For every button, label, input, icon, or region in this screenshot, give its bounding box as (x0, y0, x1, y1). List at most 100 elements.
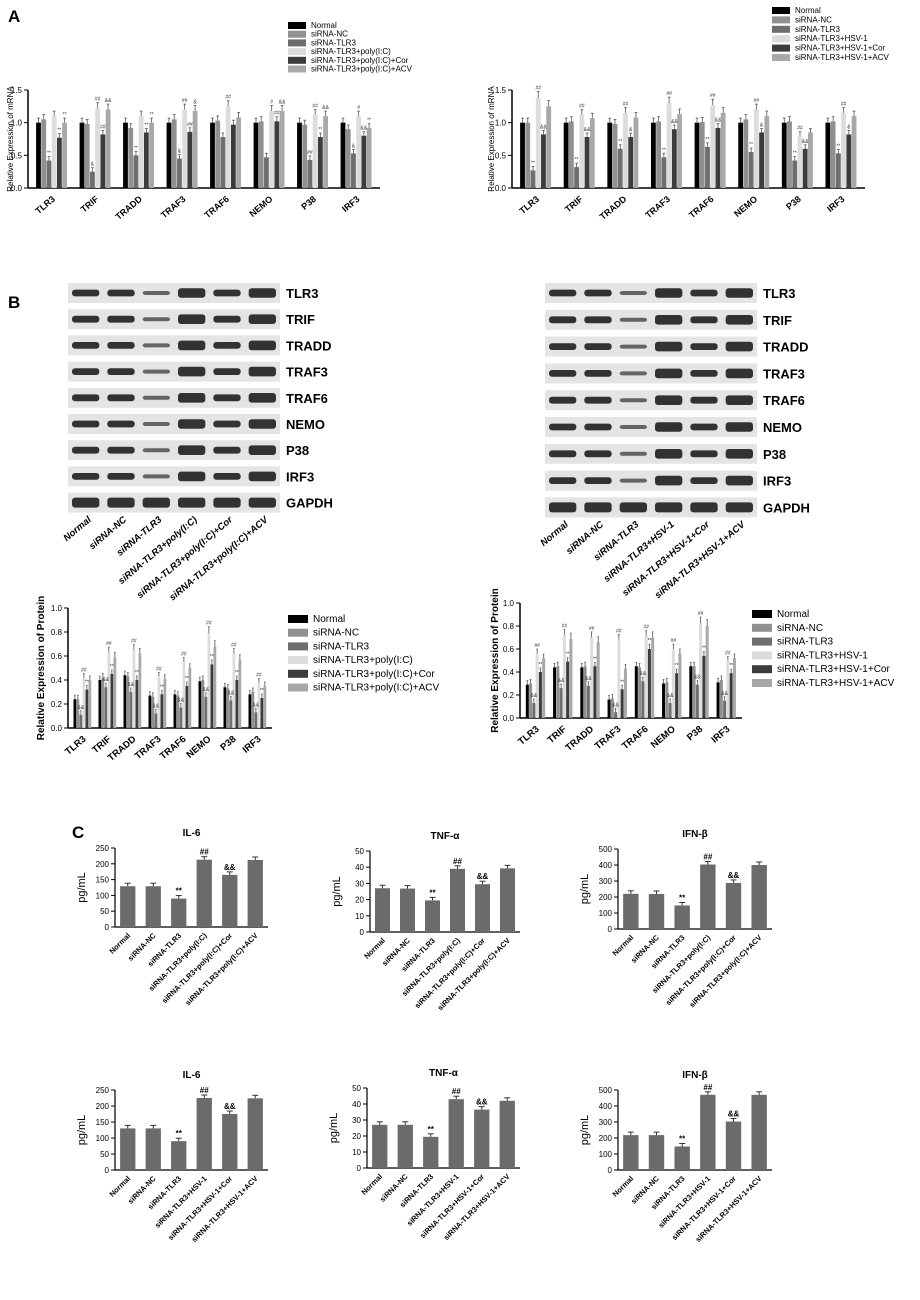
blot-strip-irf3 (68, 466, 280, 487)
blot-strip-irf3 (545, 470, 757, 491)
significance-mark: ## (200, 848, 209, 857)
significance-mark: ** (134, 145, 138, 151)
protein-label-trif: TRIF (286, 312, 315, 327)
y-tick-label: 0.0 (495, 184, 507, 193)
blot-band (584, 316, 612, 324)
blot-band (248, 445, 276, 455)
significance-mark: ** (235, 670, 239, 676)
y-axis-label: Relative Expression of Protein (490, 588, 501, 733)
significance-mark: ** (593, 656, 597, 662)
bar-nemo-series-5 (675, 673, 679, 718)
bar-tradd-series-2 (583, 666, 587, 718)
y-tick-label: 0 (105, 923, 110, 932)
legend-label: siRNA-TLR3+poly(I:C) (311, 47, 391, 56)
x-tick-label: TRADD (113, 194, 144, 222)
bar-trif-series-1 (563, 122, 569, 188)
lane-label: Normal (538, 519, 570, 549)
blot-band (619, 425, 647, 429)
blot-band (107, 394, 135, 402)
bar-traf3-series-1 (148, 695, 152, 728)
chart-c1_ifn: IFN-β0100200300400500pg/mLNormalsiRNA-NC… (579, 829, 772, 1009)
bar-p38-series-5 (317, 137, 323, 188)
significance-mark: & (178, 149, 182, 155)
x-tick-label: Normal (360, 1172, 385, 1197)
blot-band (690, 289, 718, 297)
significance-mark: ## (452, 1087, 461, 1096)
x-tick-label: TLR3 (516, 724, 541, 748)
significance-mark: && (802, 139, 809, 145)
significance-mark: ## (703, 1083, 712, 1092)
x-tick-label: NEMO (649, 724, 678, 751)
y-tick-label: 250 (96, 844, 110, 853)
bar-trif-series-6 (569, 638, 573, 718)
y-tick-label: 1.5 (11, 86, 23, 95)
blot-band (248, 366, 276, 377)
legend-swatch (772, 16, 790, 24)
bar-3 (674, 1146, 690, 1170)
legend-swatch (288, 656, 308, 665)
bar-traf3-series-1 (607, 699, 611, 718)
blot-band (584, 396, 612, 404)
significance-mark: ## (841, 102, 847, 108)
significance-mark: && (728, 871, 740, 880)
y-tick-label: 200 (599, 893, 613, 902)
significance-mark: ## (182, 98, 188, 104)
blot-band (584, 450, 612, 458)
bar-irf3-series-5 (729, 673, 733, 718)
significance-mark: && (128, 682, 135, 688)
significance-mark: && (361, 126, 368, 132)
bar-tlr3-series-3 (79, 714, 83, 728)
blot-strip-traf6 (545, 390, 757, 411)
panel-c-elisa-charts: IL-6050100150200250pg/mLNormalsiRNA-NC**… (76, 828, 772, 1244)
legend-label: siRNA-NC (777, 623, 823, 634)
significance-mark: ** (538, 662, 542, 668)
bar-traf3-series-5 (671, 129, 677, 188)
significance-mark: && (203, 687, 210, 693)
chart-title: TNF-α (429, 1068, 459, 1079)
significance-mark: ** (144, 122, 148, 128)
bar-traf6-series-1 (173, 694, 177, 728)
legend-swatch (288, 48, 306, 56)
bar-tradd-series-2 (128, 127, 134, 188)
legend-swatch (288, 615, 308, 623)
bar-traf6-series-5 (230, 124, 236, 188)
bar-p38-series-3 (695, 684, 699, 718)
y-tick-label: 0.8 (51, 628, 63, 637)
significance-mark: ** (429, 888, 436, 897)
bar-nemo-series-3 (668, 703, 672, 718)
bar-traf6-series-3 (705, 146, 710, 188)
western-blot-left: TLR3 TRIF TRADD TRAF3 TRAF6 NEMO P38 IRF3 GAPDH N… (61, 283, 333, 603)
bar-traf3-series-4 (157, 676, 161, 728)
blot-band (248, 471, 276, 482)
bar-nemo-series-2 (665, 682, 669, 718)
x-tick-label: TRIF (563, 194, 585, 215)
bar-6 (499, 1100, 515, 1168)
bar-traf6-series-1 (694, 122, 700, 188)
blot-band (72, 394, 100, 402)
significance-mark: ## (725, 650, 731, 656)
blot-band (213, 315, 241, 323)
bar-traf6-series-2 (176, 695, 180, 728)
protein-label-tradd: TRADD (763, 340, 809, 355)
y-tick-label: 0.0 (503, 714, 515, 723)
legend-swatch (752, 610, 772, 618)
y-tick-label: 0 (608, 1166, 613, 1175)
bar-nemo-series-1 (198, 681, 202, 728)
protein-label-trif: TRIF (763, 313, 792, 328)
bar-5 (222, 874, 238, 927)
panel-label-b: B (8, 293, 20, 312)
significance-mark: ## (623, 102, 629, 108)
y-tick-label: 0 (608, 925, 613, 934)
significance-mark: ## (181, 651, 187, 657)
x-tick-label: Normal (611, 1174, 636, 1199)
legend-label: siRNA-TLR3+HSV-1+ACV (795, 53, 889, 62)
y-tick-label: 0.0 (11, 184, 23, 193)
chart-c1_il6: IL-6050100150200250pg/mLNormalsiRNA-NC**… (76, 828, 268, 1007)
protein-label-nemo: NEMO (763, 420, 802, 435)
significance-mark: ** (135, 670, 139, 676)
blot-band (655, 368, 683, 379)
significance-mark: ## (307, 150, 313, 156)
bar-traf3-series-5 (620, 689, 624, 718)
bar-2 (400, 888, 415, 932)
